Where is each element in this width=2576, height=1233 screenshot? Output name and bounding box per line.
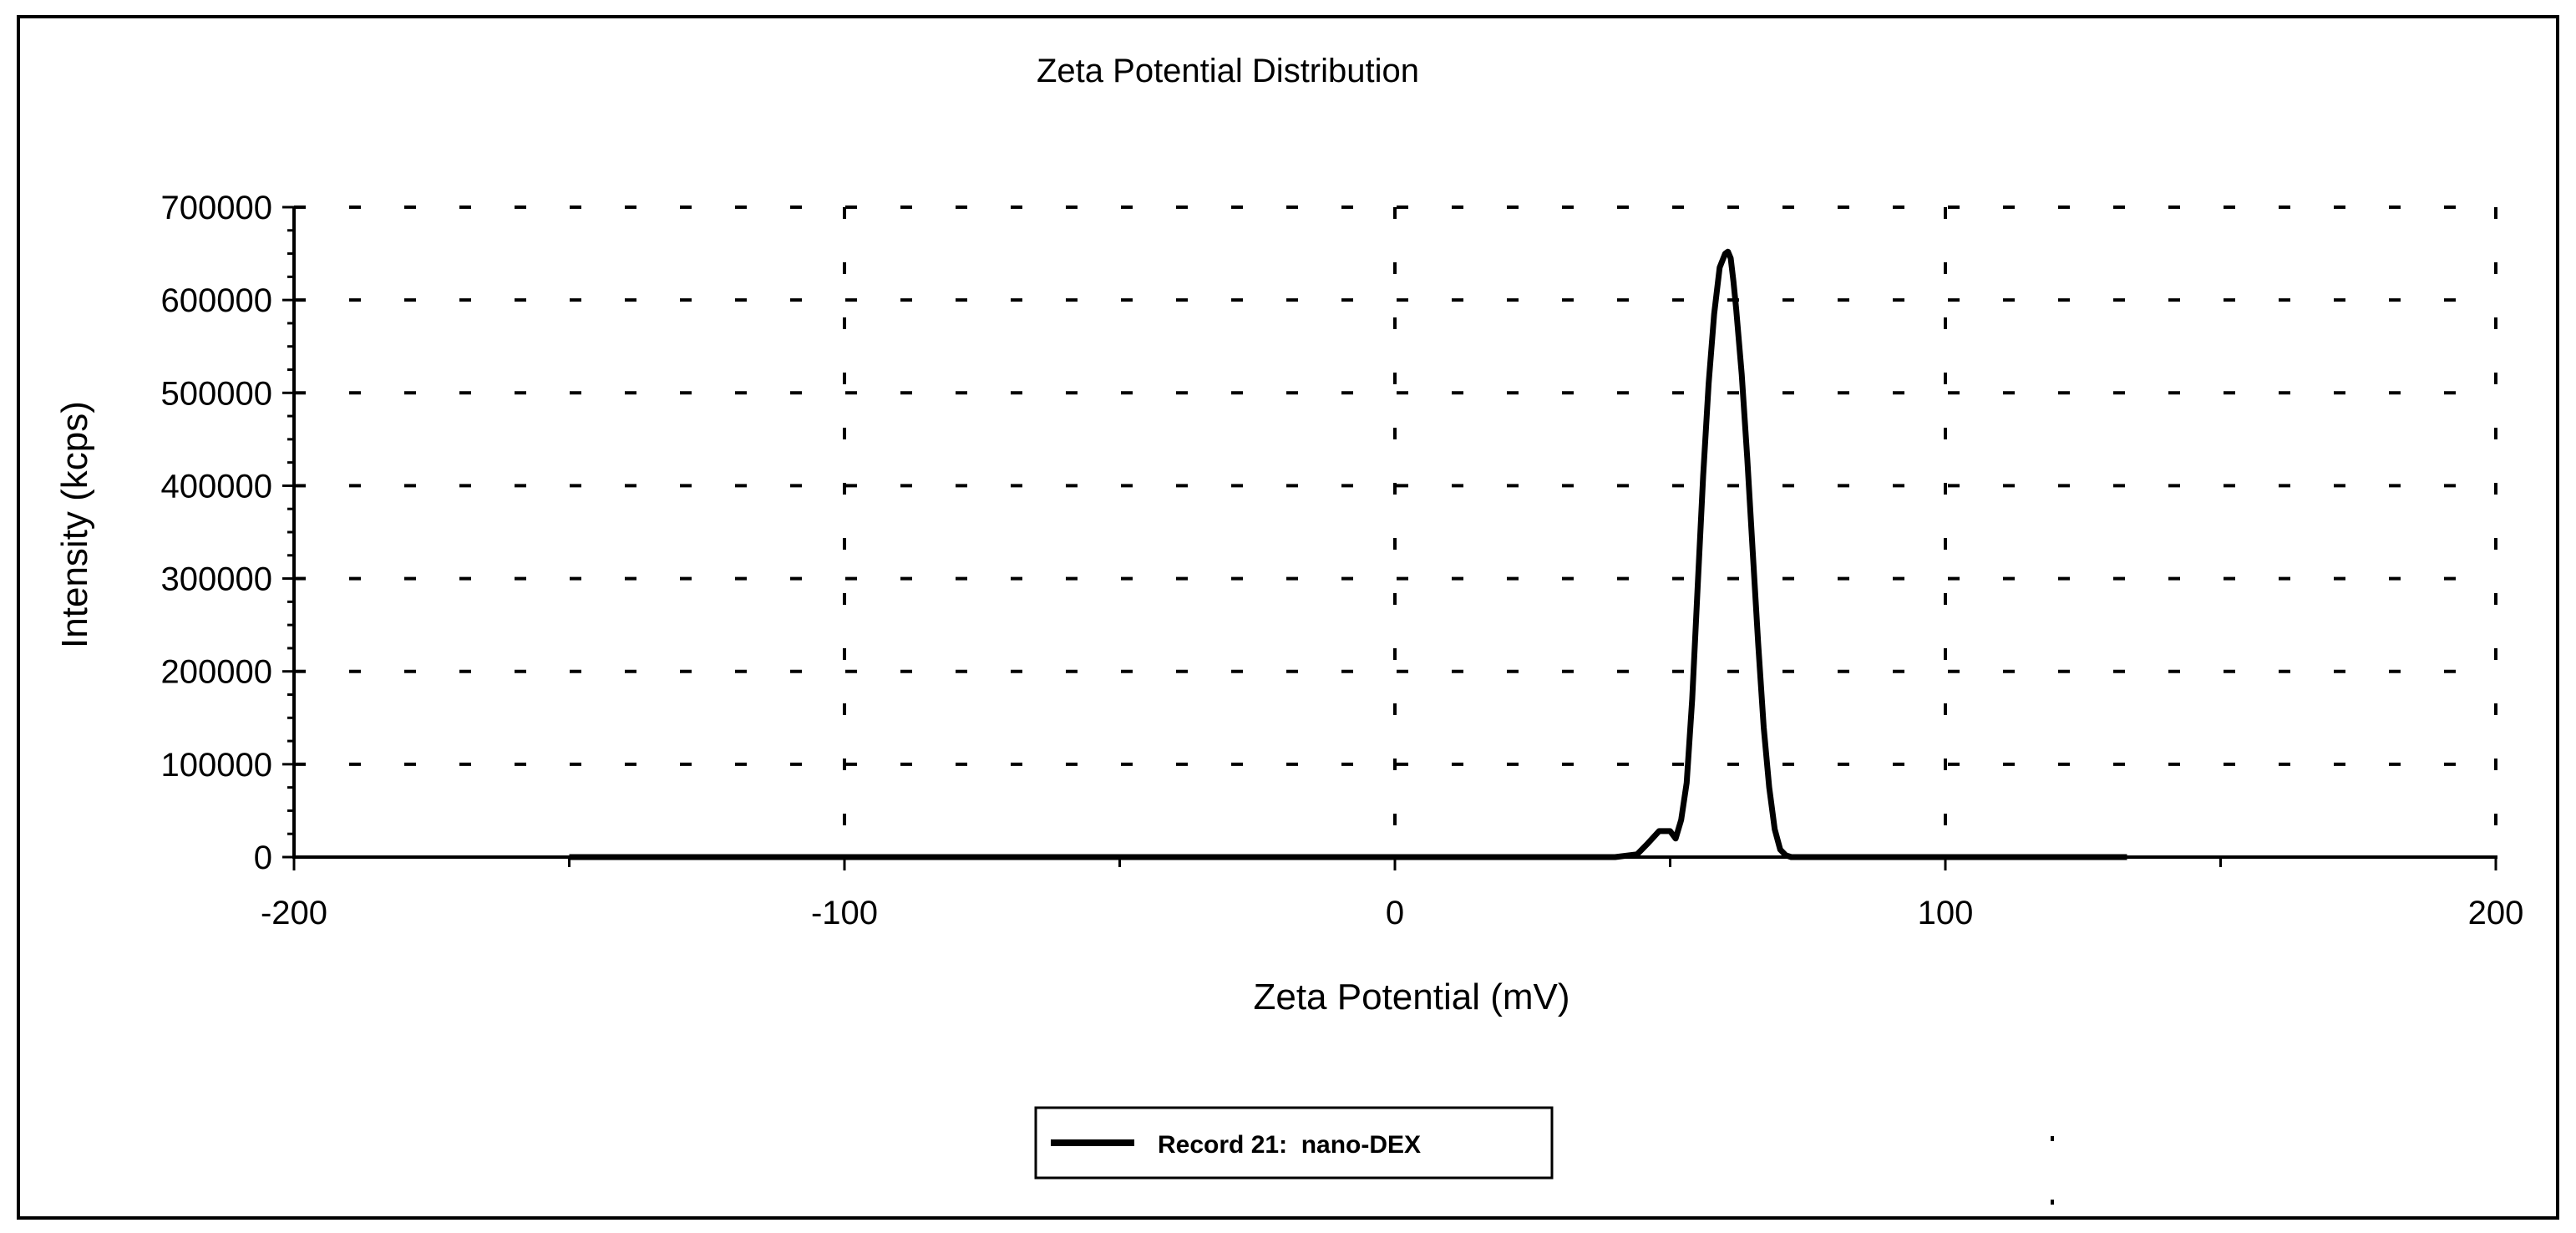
y-tick-label: 100000 xyxy=(161,747,272,784)
x-tick-label: 200 xyxy=(2468,895,2524,931)
y-tick-label: 200000 xyxy=(161,654,272,691)
x-tick-label: -100 xyxy=(811,895,878,931)
y-tick-label: 600000 xyxy=(161,282,272,319)
y-tick-label: 400000 xyxy=(161,468,272,505)
chart-frame xyxy=(17,15,2559,1220)
series-line xyxy=(569,248,2127,860)
y-tick-label: 300000 xyxy=(161,561,272,598)
stray-dot xyxy=(2051,1200,2054,1205)
stray-dot xyxy=(2051,1136,2054,1141)
x-tick-label: 0 xyxy=(1386,895,1404,931)
y-tick-label: 700000 xyxy=(161,190,272,226)
y-tick-label: 0 xyxy=(254,840,272,876)
plot-area: 0 100000 200000 300000 400000 500000 600000 700… xyxy=(161,190,2524,931)
x-axis-label: Zeta Potential (mV) xyxy=(1253,977,1569,1017)
chart-title: Zeta Potential Distribution xyxy=(1037,53,1419,89)
y-tick-label: 500000 xyxy=(161,375,272,412)
y-axis-label: Intensity (kcps) xyxy=(54,401,95,648)
legend: Record 21: nano-DEX xyxy=(1034,1106,1554,1180)
x-tick-label: 100 xyxy=(1918,895,1974,931)
legend-entry-label: Record 21: nano-DEX xyxy=(1158,1131,1421,1159)
x-tick-label: -200 xyxy=(261,895,327,931)
